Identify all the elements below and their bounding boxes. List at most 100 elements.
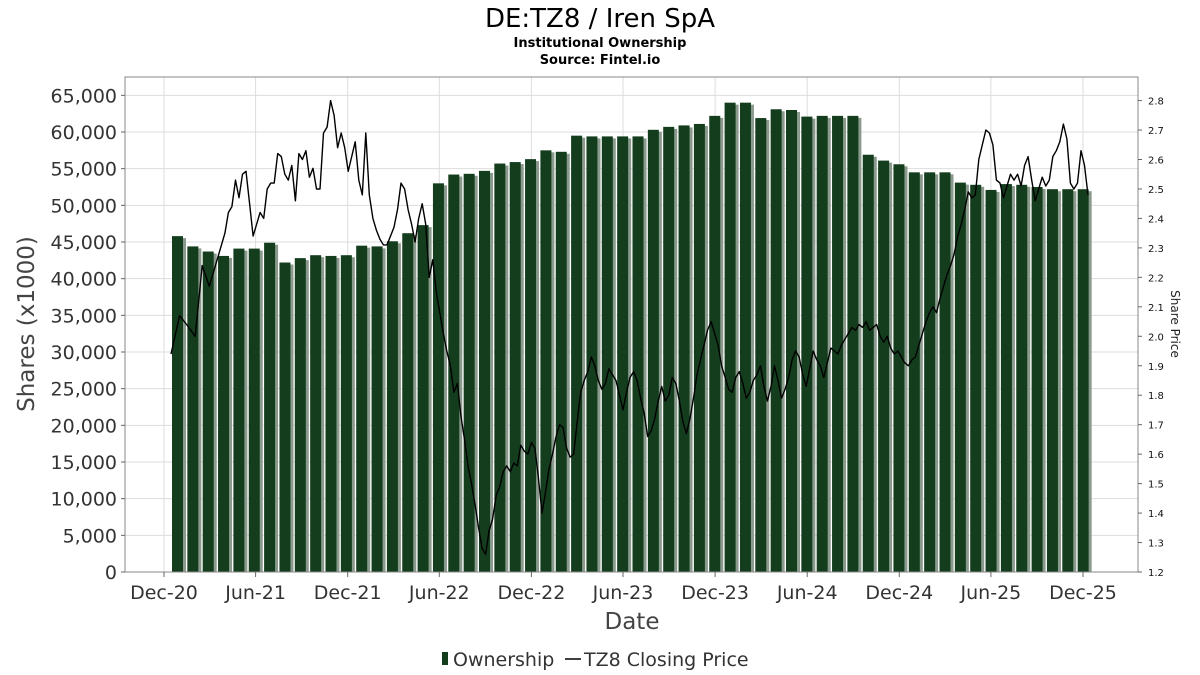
legend: Ownership TZ8 Closing Price	[442, 649, 749, 671]
y2-axis-label: Share Price	[1168, 290, 1182, 358]
y-tick-label: 65,000	[51, 85, 117, 107]
ownership-bar	[172, 236, 183, 572]
y2-tick-label: 2.4	[1148, 214, 1164, 225]
ownership-bar	[862, 154, 874, 572]
legend-price-label: TZ8 Closing Price	[583, 649, 749, 671]
ownership-bar	[678, 125, 690, 573]
ownership-bar	[218, 255, 230, 572]
x-tick-label: Dec-21	[314, 582, 382, 604]
ownership-bar	[417, 225, 429, 572]
ownership-bar	[509, 162, 521, 573]
ownership-bar	[1000, 184, 1012, 573]
y2-tick-label: 2.3	[1148, 244, 1164, 255]
ownership-bar	[770, 109, 782, 573]
ownership-bar	[985, 189, 997, 572]
y2-tick-label: 2.8	[1148, 97, 1164, 108]
y2-tick-label: 1.3	[1148, 539, 1164, 550]
ownership-bar	[202, 251, 214, 573]
y-tick-label: 55,000	[51, 159, 117, 181]
ownership-bar	[893, 164, 905, 572]
ownership-bar	[371, 246, 383, 572]
ownership-bar	[632, 136, 644, 572]
legend-ownership-label: Ownership	[453, 649, 554, 671]
ownership-bar	[279, 262, 291, 572]
ownership-bar	[463, 173, 475, 573]
ownership-bar	[693, 123, 705, 572]
y-tick-label: 25,000	[51, 379, 117, 401]
ownership-bar	[294, 258, 306, 572]
ownership-bar	[924, 172, 936, 573]
ownership-bar	[617, 136, 629, 572]
x-tick-label: Jun-21	[224, 582, 286, 604]
ownership-bar	[739, 102, 751, 573]
ownership-bar	[939, 172, 951, 573]
y2-tick-label: 1.9	[1148, 362, 1164, 373]
ownership-bar	[448, 174, 460, 573]
y2-tick-label: 2.6	[1148, 156, 1164, 167]
left-axis: 0 5,000 10,000 15,000 20,000 25,000 30,000 35,0…	[51, 85, 125, 584]
ownership-bar	[432, 183, 444, 573]
chart-source: Source: Fintel.io	[540, 53, 661, 68]
ownership-bar	[586, 136, 598, 572]
y2-tick-label: 2.5	[1148, 185, 1164, 196]
ownership-bar	[663, 126, 675, 572]
x-axis: Dec-20 Jun-21 Dec-21 Jun-22 Dec-22 Jun-23 Dec-…	[130, 572, 1117, 604]
ownership-bar	[816, 115, 828, 572]
y2-tick-label: 1.4	[1148, 509, 1164, 520]
right-axis: 1.2 1.3 1.4 1.5 1.6 1.7 1.8 1.9 2.0 2.1 2.2 2.3 2.4 2…	[1138, 97, 1164, 579]
y2-tick-label: 2.2	[1148, 273, 1164, 284]
x-tick-label: Dec-22	[497, 582, 565, 604]
ownership-bar	[555, 151, 567, 573]
plot-area-frame	[124, 76, 1139, 573]
y-tick-label: 50,000	[51, 195, 117, 217]
ownership-bar	[1046, 189, 1058, 572]
ownership-bar	[601, 136, 613, 572]
ownership-bar	[402, 233, 414, 572]
ownership-bar	[832, 115, 844, 572]
ownership-bar	[1077, 189, 1089, 572]
y2-tick-label: 1.7	[1148, 421, 1164, 432]
ownership-bar	[325, 255, 337, 572]
y2-tick-label: 2.0	[1148, 332, 1164, 343]
y-tick-label: 30,000	[51, 342, 117, 364]
ownership-bar	[340, 255, 352, 572]
y-tick-label: 10,000	[51, 489, 117, 511]
price-line-layer	[170, 99, 1089, 555]
x-tick-label: Jun-23	[592, 582, 654, 604]
x-tick-label: Dec-20	[130, 582, 198, 604]
ownership-bar	[709, 115, 721, 572]
ownership-bar	[954, 182, 966, 572]
ownership-bar	[647, 129, 659, 573]
y2-tick-label: 2.7	[1148, 126, 1164, 137]
ownership-bar	[801, 116, 813, 572]
y-axis-label: Shares (x1000)	[14, 236, 40, 412]
y-tick-label: 40,000	[51, 269, 117, 291]
ownership-bar	[356, 245, 368, 572]
y2-tick-label: 2.1	[1148, 303, 1164, 314]
ownership-bar	[386, 241, 398, 572]
ownership-bar	[233, 248, 245, 572]
ownership-bar	[755, 118, 767, 573]
x-tick-label: Jun-22	[408, 582, 470, 604]
y-tick-label: 20,000	[51, 415, 117, 437]
ownership-bar	[878, 160, 890, 572]
x-tick-label: Jun-24	[776, 582, 838, 604]
x-tick-label: Dec-23	[681, 582, 749, 604]
ownership-bar	[786, 110, 797, 572]
ownership-bar	[310, 255, 322, 572]
y-tick-label: 0	[105, 562, 117, 584]
y-tick-label: 60,000	[51, 122, 117, 144]
price-line	[170, 99, 1089, 555]
ownership-bar	[970, 184, 982, 573]
y2-tick-label: 1.2	[1148, 568, 1164, 579]
chart-title: DE:TZ8 / Iren SpA	[485, 4, 715, 34]
x-tick-label: Jun-25	[960, 582, 1022, 604]
legend-ownership-swatch	[442, 652, 448, 665]
ownership-bar	[571, 135, 583, 572]
ownership-bar	[847, 115, 859, 572]
ownership-bar	[494, 163, 506, 573]
ownership-bar	[1062, 189, 1074, 572]
ownership-bar	[1031, 187, 1043, 572]
ownership-bar	[908, 172, 920, 573]
